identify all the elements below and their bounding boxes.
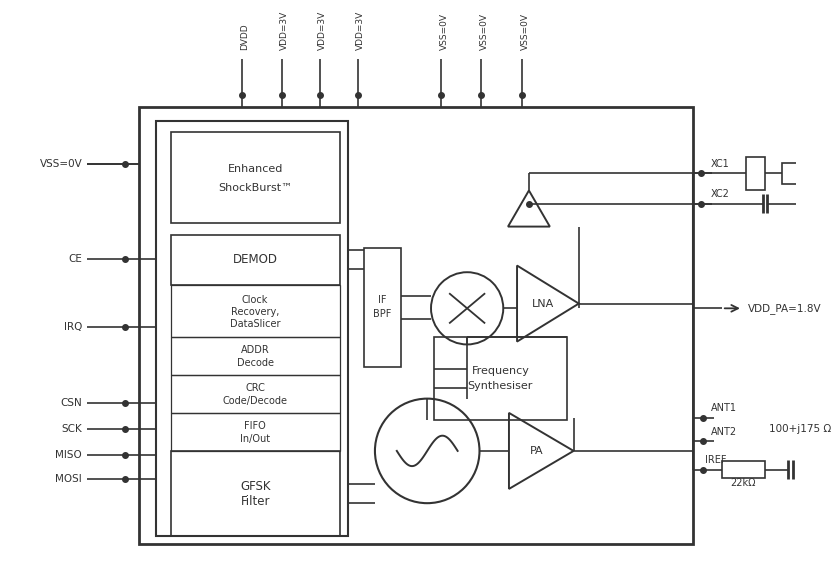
Text: GFSK: GFSK <box>240 479 270 493</box>
Text: VSS=0V: VSS=0V <box>480 13 489 50</box>
Text: ShockBurst™: ShockBurst™ <box>218 182 293 193</box>
Text: DataSlicer: DataSlicer <box>230 320 280 329</box>
Text: IRQ: IRQ <box>64 323 82 332</box>
Text: IF: IF <box>379 295 387 305</box>
Bar <box>782 163 808 184</box>
Bar <box>721 461 765 478</box>
Text: Decode: Decode <box>237 357 273 368</box>
Text: DVDD: DVDD <box>240 23 249 50</box>
Text: MOSI: MOSI <box>55 474 82 485</box>
Bar <box>171 451 339 537</box>
Text: SCK: SCK <box>61 424 82 434</box>
Text: IREF: IREF <box>705 456 726 466</box>
Text: CE: CE <box>69 254 82 264</box>
Text: Clock: Clock <box>242 295 268 305</box>
Text: VSS=0V: VSS=0V <box>39 159 82 169</box>
Text: PA: PA <box>530 446 543 456</box>
Bar <box>156 121 349 537</box>
Text: XC2: XC2 <box>711 189 729 199</box>
Text: BPF: BPF <box>374 309 392 318</box>
Text: VDD=3V: VDD=3V <box>280 10 289 50</box>
Text: VSS=0V: VSS=0V <box>521 13 530 50</box>
Text: VDD=3V: VDD=3V <box>319 10 327 50</box>
Bar <box>171 235 339 284</box>
Text: MISO: MISO <box>55 450 82 460</box>
Text: ANT2: ANT2 <box>711 427 737 437</box>
Text: VDD=3V: VDD=3V <box>356 10 365 50</box>
Bar <box>171 133 339 223</box>
Text: CSN: CSN <box>60 398 82 408</box>
Text: In/Out: In/Out <box>240 434 270 444</box>
Text: VDD_PA=1.8V: VDD_PA=1.8V <box>747 303 821 314</box>
Text: Enhanced: Enhanced <box>227 164 283 174</box>
Bar <box>171 337 339 375</box>
Text: ANT1: ANT1 <box>711 403 737 413</box>
Bar <box>434 337 567 420</box>
Text: VSS=0V: VSS=0V <box>440 13 449 50</box>
Text: DEMOD: DEMOD <box>232 254 278 266</box>
Text: LNA: LNA <box>532 299 554 309</box>
Bar <box>746 157 765 190</box>
Text: FIFO: FIFO <box>244 421 266 431</box>
Bar <box>364 248 400 367</box>
Text: Recovery,: Recovery, <box>231 307 279 317</box>
Text: XC1: XC1 <box>711 159 729 169</box>
Text: CRC: CRC <box>245 383 265 393</box>
Text: Code/Decode: Code/Decode <box>222 395 288 405</box>
Text: Filter: Filter <box>241 495 270 508</box>
Text: ADDR: ADDR <box>241 345 269 355</box>
Bar <box>171 375 339 413</box>
Bar <box>171 284 339 337</box>
Text: 22kΩ: 22kΩ <box>731 478 756 488</box>
Bar <box>140 107 693 544</box>
Text: Synthesiser: Synthesiser <box>467 381 533 391</box>
Text: Frequency: Frequency <box>472 366 529 376</box>
Bar <box>171 413 339 451</box>
Text: 100+j175 Ω: 100+j175 Ω <box>769 424 832 434</box>
